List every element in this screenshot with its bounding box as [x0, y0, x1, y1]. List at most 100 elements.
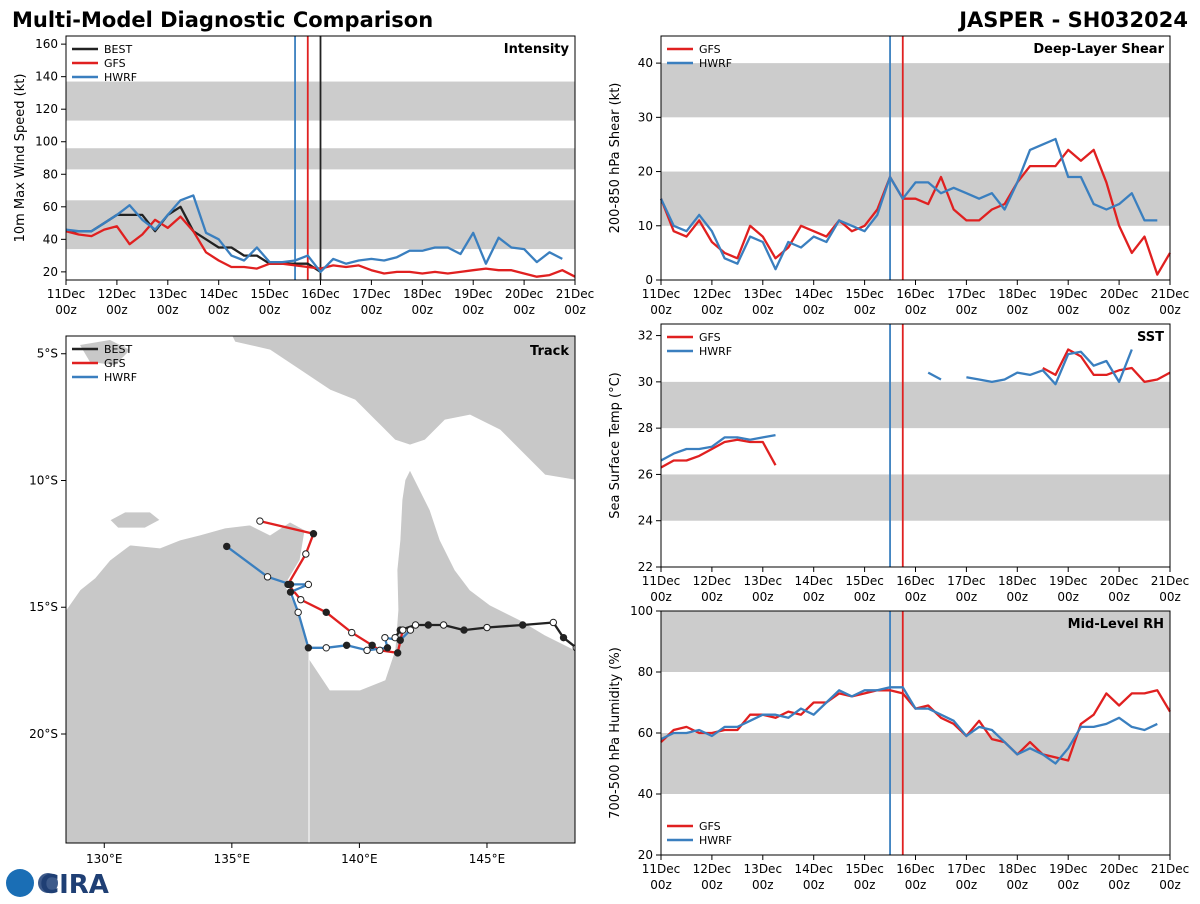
x-tick-label: 12Dec 00z — [693, 862, 732, 892]
y-tick-label: 120 — [35, 102, 58, 116]
x-tick-label: 19Dec 00z — [454, 287, 493, 317]
logo-text: CIRA — [40, 870, 109, 900]
track-point — [376, 646, 384, 655]
legend-label: BEST — [104, 343, 132, 356]
y-tick-label: 60 — [638, 726, 653, 740]
y-axis-label: Sea Surface Temp (°C) — [608, 372, 623, 519]
category-band — [661, 733, 1170, 794]
x-tick-label: 13Dec 00z — [744, 862, 783, 892]
legend-label: GFS — [699, 820, 721, 833]
legend-label: HWRF — [699, 57, 732, 70]
y-tick-label: 5°S — [37, 347, 58, 361]
category-band — [661, 63, 1170, 118]
x-tick-label: 21Dec 00z — [556, 287, 595, 317]
series-line — [659, 137, 1158, 271]
legend-label: GFS — [699, 43, 721, 56]
x-tick-label: 20Dec 00z — [1100, 287, 1139, 317]
track-point — [256, 517, 264, 525]
x-tick-label: 20Dec 00z — [1100, 574, 1139, 604]
series-line — [660, 348, 1171, 469]
track-point — [559, 633, 568, 642]
y-tick-label: 40 — [43, 232, 58, 246]
track-point — [518, 621, 527, 629]
x-tick-label: 11Dec 00z — [642, 287, 681, 317]
y-tick-label: 32 — [638, 329, 653, 343]
x-tick-label: 140°E — [341, 852, 378, 866]
y-tick-label: 10°S — [29, 473, 58, 487]
x-tick-label: 16Dec 00z — [896, 862, 935, 892]
x-tick-label: 14Dec 00z — [794, 862, 833, 892]
y-tick-label: 10 — [638, 219, 653, 233]
track-point — [368, 641, 376, 649]
x-tick-label: 21Dec 00z — [1151, 862, 1190, 892]
y-axis-label: 700-500 hPa Humidity (%) — [608, 647, 623, 819]
x-tick-label: 135°E — [214, 852, 251, 866]
track-point — [223, 542, 231, 551]
y-tick-label: 26 — [638, 467, 653, 481]
x-tick-label: 18Dec 00z — [998, 287, 1037, 317]
category-band — [661, 381, 1170, 429]
x-tick-label: 18Dec 00z — [403, 287, 442, 317]
track-point — [411, 621, 420, 629]
y-tick-label: 140 — [35, 70, 58, 84]
panel-title: Intensity — [504, 42, 570, 57]
track-point — [263, 573, 272, 581]
track-point — [304, 644, 313, 652]
series-line — [659, 148, 1171, 276]
legend-label: HWRF — [104, 71, 137, 84]
x-tick-label: 14Dec 00z — [794, 574, 833, 604]
track-point — [304, 580, 313, 589]
track-point — [342, 641, 351, 649]
x-tick-label: 17Dec 00z — [947, 287, 986, 317]
track-point — [396, 636, 404, 644]
y-tick-label: 20 — [638, 848, 653, 862]
y-tick-label: 24 — [638, 514, 653, 528]
x-tick-label: 19Dec 00z — [1049, 862, 1088, 892]
y-tick-label: 40 — [638, 56, 653, 70]
x-tick-label: 13Dec 00z — [744, 287, 783, 317]
y-axis-label: 200-850 hPa Shear (kt) — [608, 83, 623, 234]
x-tick-label: 14Dec 00z — [199, 287, 238, 317]
y-tick-label: 20 — [43, 265, 58, 279]
series-line — [65, 215, 576, 278]
legend-label: GFS — [104, 57, 126, 70]
track-point — [549, 618, 558, 627]
logo-emblem — [6, 869, 34, 897]
legend-label: GFS — [104, 357, 126, 370]
x-tick-label: 17Dec 00z — [947, 574, 986, 604]
series-line — [660, 349, 1133, 462]
track-point — [460, 626, 468, 634]
x-tick-label: 17Dec 00z — [947, 862, 986, 892]
y-tick-label: 160 — [35, 37, 58, 51]
track-point — [399, 626, 407, 634]
figure-title: Multi-Model Diagnostic Comparison — [12, 8, 433, 32]
x-tick-label: 18Dec 00z — [998, 862, 1037, 892]
track-point — [363, 646, 371, 655]
track-point — [322, 644, 330, 652]
x-tick-label: 19Dec 00z — [1049, 287, 1088, 317]
panel-title: Deep-Layer Shear — [1033, 42, 1164, 57]
panel-title: Track — [530, 344, 569, 359]
x-tick-label: 16Dec 00z — [301, 287, 340, 317]
x-tick-label: 20Dec 00z — [505, 287, 544, 317]
legend-label: HWRF — [699, 834, 732, 847]
y-axis-label: 10m Max Wind Speed (kt) — [13, 74, 28, 243]
x-tick-label: 13Dec 00z — [149, 287, 188, 317]
y-tick-label: 20°S — [29, 727, 58, 741]
track-point — [383, 644, 392, 652]
storm-id: JASPER - SH032024 — [957, 8, 1188, 32]
x-tick-label: 11Dec 00z — [642, 574, 681, 604]
panel-title: Mid-Level RH — [1068, 617, 1164, 632]
track-point — [302, 550, 310, 558]
plot-frame — [660, 323, 1171, 568]
track-point — [424, 621, 432, 629]
land — [231, 336, 575, 481]
category-band — [661, 474, 1170, 521]
x-tick-label: 19Dec 00z — [1049, 574, 1088, 604]
x-tick-label: 21Dec 00z — [1151, 574, 1190, 604]
track-point — [381, 633, 389, 642]
y-tick-label: 22 — [638, 560, 653, 574]
y-tick-label: 100 — [35, 135, 58, 149]
track-point — [483, 623, 491, 632]
